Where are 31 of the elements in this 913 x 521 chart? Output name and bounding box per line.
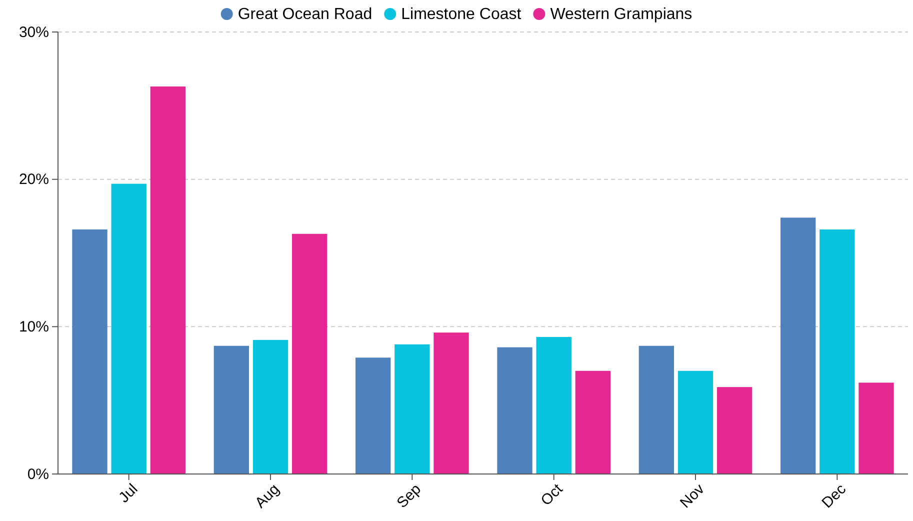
x-tick-label: Oct	[538, 480, 567, 510]
bar	[575, 370, 610, 474]
bar	[536, 336, 572, 474]
bar	[678, 370, 714, 474]
bar	[292, 234, 328, 474]
x-tick-label: Aug	[252, 480, 283, 512]
bar	[150, 86, 186, 474]
bar	[111, 184, 146, 474]
y-tick-label: 0%	[27, 466, 49, 483]
y-tick-label: 30%	[18, 24, 49, 41]
bar	[820, 229, 855, 474]
bar	[716, 387, 752, 474]
bar	[252, 340, 288, 474]
bar	[858, 382, 894, 474]
x-tick-label: Dec	[818, 480, 850, 512]
y-tick-label: 20%	[18, 171, 49, 188]
bar	[497, 347, 532, 474]
x-tick-label: Nov	[676, 480, 708, 512]
legend-label: Great Ocean Road	[238, 6, 372, 23]
bar	[72, 229, 108, 474]
legend-label: Limestone Coast	[401, 6, 522, 23]
y-tick-label: 10%	[18, 318, 49, 336]
x-tick-label: Sep	[394, 480, 425, 512]
legend-label: Western Grampians	[550, 6, 692, 23]
bar	[214, 346, 250, 474]
x-tick-label: Jul	[116, 480, 142, 506]
bar	[434, 332, 469, 474]
bar	[356, 358, 391, 474]
bar	[780, 218, 816, 474]
bar	[638, 346, 674, 474]
bar	[394, 344, 430, 474]
